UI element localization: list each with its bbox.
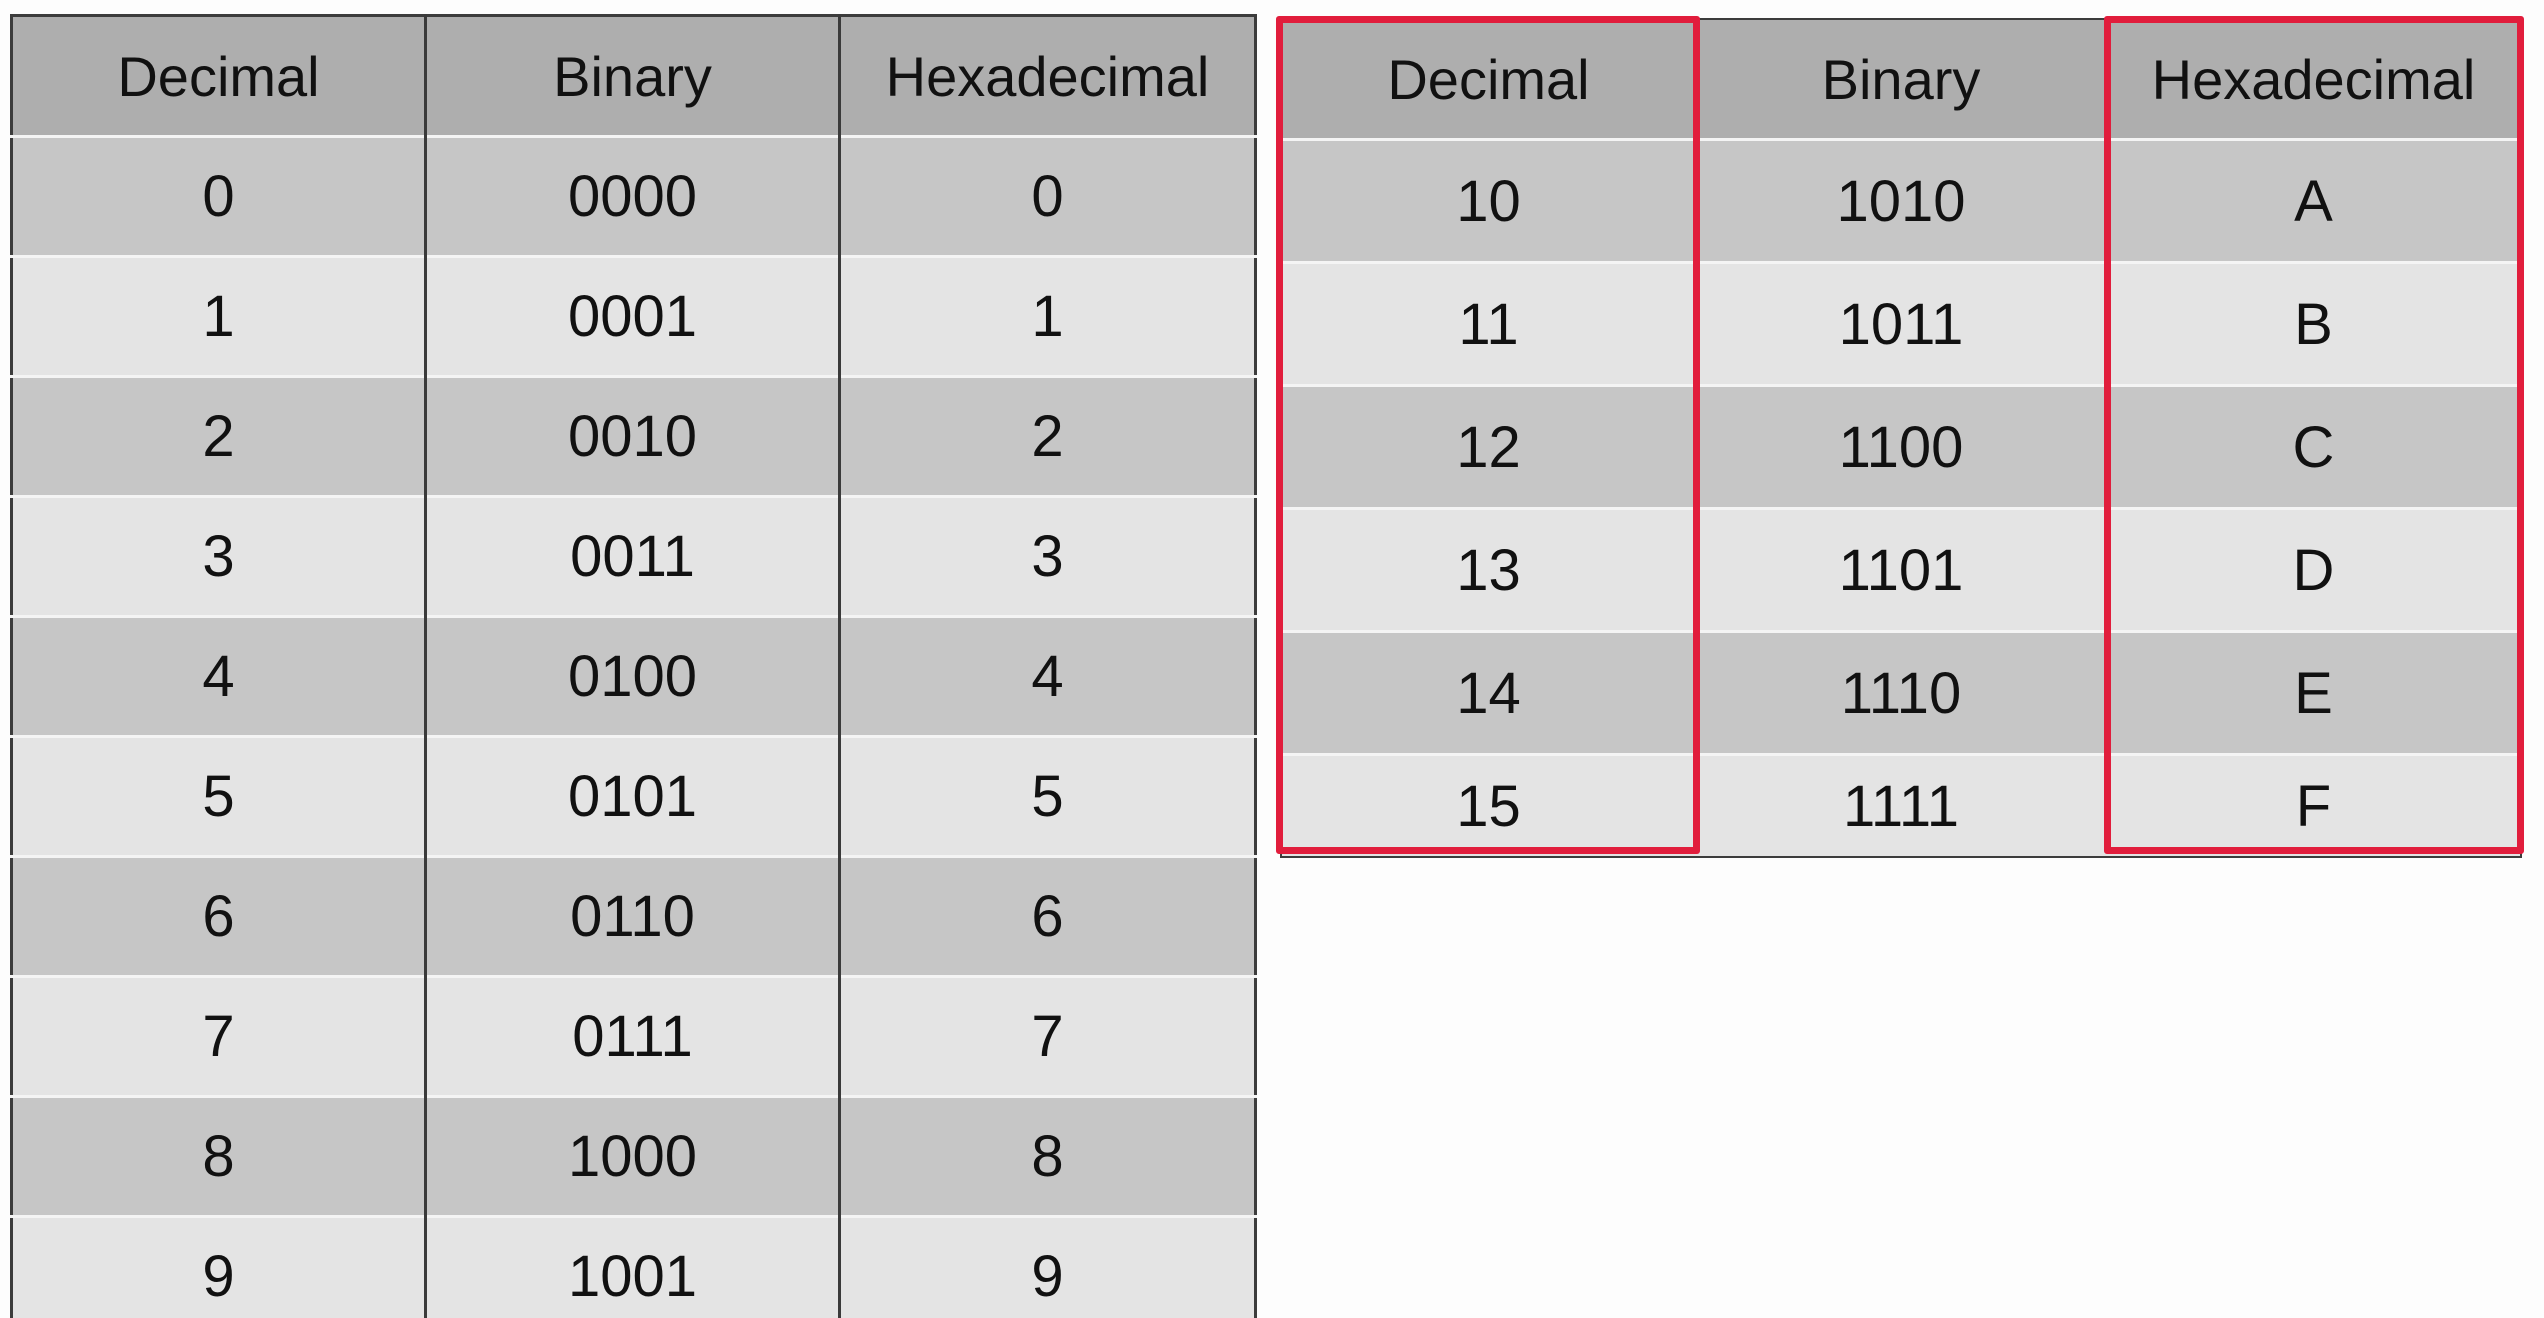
binary-cell: 1011	[1695, 261, 2107, 386]
decimal-cell: 1	[11, 255, 426, 377]
hexadecimal-cell: 6	[838, 855, 1256, 977]
decimal-cell: 12	[1281, 384, 1695, 509]
hexadecimal-cell: 8	[838, 1095, 1256, 1217]
hexadecimal-cell: 4	[838, 615, 1256, 737]
decimal-cell: 3	[11, 495, 426, 617]
hexadecimal-cell: 0	[838, 135, 1256, 257]
decimal-cell: 10	[1281, 138, 1695, 263]
table-row: 15 1111 F	[1281, 753, 2521, 857]
binary-cell: 0110	[424, 855, 840, 977]
column-header-hexadecimal: Hexadecimal	[2107, 19, 2521, 140]
hexadecimal-cell: B	[2107, 261, 2521, 386]
header-row: Decimal Binary Hexadecimal	[11, 15, 1256, 137]
table-row: 11 1011 B	[1281, 261, 2521, 386]
hexadecimal-cell: 7	[838, 975, 1256, 1097]
decimal-cell: 6	[11, 855, 426, 977]
binary-cell: 0100	[424, 615, 840, 737]
decimal-cell: 15	[1281, 753, 1695, 857]
hexadecimal-cell: 5	[838, 735, 1256, 857]
decimal-cell: 5	[11, 735, 426, 857]
column-header-decimal: Decimal	[1281, 19, 1695, 140]
conversion-table-10-to-15: Decimal Binary Hexadecimal 10 1010 A 11 …	[1280, 18, 2522, 858]
hexadecimal-cell: 1	[838, 255, 1256, 377]
binary-cell: 1110	[1695, 630, 2107, 755]
binary-cell: 0101	[424, 735, 840, 857]
hexadecimal-cell: D	[2107, 507, 2521, 632]
decimal-cell: 8	[11, 1095, 426, 1217]
binary-cell: 0011	[424, 495, 840, 617]
table-row: 10 1010 A	[1281, 138, 2521, 263]
decimal-cell: 0	[11, 135, 426, 257]
binary-cell: 1000	[424, 1095, 840, 1217]
binary-cell: 1111	[1695, 753, 2107, 857]
hexadecimal-cell: 2	[838, 375, 1256, 497]
hexadecimal-cell: F	[2107, 753, 2521, 857]
table-row: 1 0001 1	[11, 255, 1256, 377]
conversion-table-0-to-9: Decimal Binary Hexadecimal 0 0000 0 1 00…	[10, 14, 1257, 1318]
binary-cell: 1001	[424, 1215, 840, 1318]
binary-cell: 0010	[424, 375, 840, 497]
column-header-decimal: Decimal	[11, 15, 426, 137]
table-row: 4 0100 4	[11, 615, 1256, 737]
hexadecimal-cell: E	[2107, 630, 2521, 755]
table-row: 0 0000 0	[11, 135, 1256, 257]
decimal-cell: 11	[1281, 261, 1695, 386]
table-row: 5 0101 5	[11, 735, 1256, 857]
decimal-cell: 9	[11, 1215, 426, 1318]
hexadecimal-cell: 3	[838, 495, 1256, 617]
decimal-cell: 4	[11, 615, 426, 737]
binary-cell: 1010	[1695, 138, 2107, 263]
decimal-cell: 2	[11, 375, 426, 497]
decimal-cell: 13	[1281, 507, 1695, 632]
table-row: 13 1101 D	[1281, 507, 2521, 632]
header-row: Decimal Binary Hexadecimal	[1281, 19, 2521, 140]
table-row: 6 0110 6	[11, 855, 1256, 977]
binary-cell: 0001	[424, 255, 840, 377]
table-row: 3 0011 3	[11, 495, 1256, 617]
column-header-hexadecimal: Hexadecimal	[838, 15, 1256, 137]
binary-cell: 1100	[1695, 384, 2107, 509]
decimal-cell: 14	[1281, 630, 1695, 755]
binary-cell: 0111	[424, 975, 840, 1097]
table-row: 12 1100 C	[1281, 384, 2521, 509]
table-row: 9 1001 9	[11, 1215, 1256, 1318]
binary-cell: 0000	[424, 135, 840, 257]
hexadecimal-cell: A	[2107, 138, 2521, 263]
table-row: 2 0010 2	[11, 375, 1256, 497]
binary-cell: 1101	[1695, 507, 2107, 632]
table-row: 8 1000 8	[11, 1095, 1256, 1217]
decimal-cell: 7	[11, 975, 426, 1097]
hexadecimal-cell: 9	[838, 1215, 1256, 1318]
column-header-binary: Binary	[1695, 19, 2107, 140]
table-row: 14 1110 E	[1281, 630, 2521, 755]
hexadecimal-cell: C	[2107, 384, 2521, 509]
column-header-binary: Binary	[424, 15, 840, 137]
table-row: 7 0111 7	[11, 975, 1256, 1097]
